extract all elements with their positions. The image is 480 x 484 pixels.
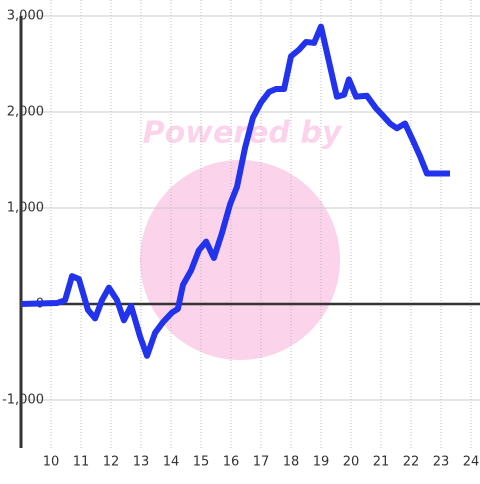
x-tick-label: 22 (403, 455, 420, 470)
x-tick-label: 14 (163, 455, 180, 470)
x-tick-label: 24 (463, 455, 480, 470)
x-tick-label: 10 (43, 455, 60, 470)
x-tick-label: 20 (343, 455, 360, 470)
x-tick-label: 11 (73, 455, 90, 470)
x-tick-label: 15 (193, 455, 210, 470)
x-tick-label: 18 (283, 455, 300, 470)
x-tick-label: 21 (373, 455, 390, 470)
x-tick-label: 16 (223, 455, 240, 470)
y-tick-label: 1,000 (7, 201, 44, 216)
y-tick-label: 3,000 (7, 9, 44, 24)
x-tick-label: 13 (133, 455, 150, 470)
x-tick-label: 19 (313, 455, 330, 470)
line (20, 23, 450, 359)
x-tick-label: 12 (103, 455, 120, 470)
y-tick-label: -1,000 (2, 393, 44, 408)
x-tick-label: 23 (433, 455, 450, 470)
y-tick-label: 2,000 (7, 105, 44, 120)
x-tick-label: 17 (253, 455, 270, 470)
watermark: Powered by (143, 116, 343, 151)
watermark-logo (140, 160, 340, 360)
